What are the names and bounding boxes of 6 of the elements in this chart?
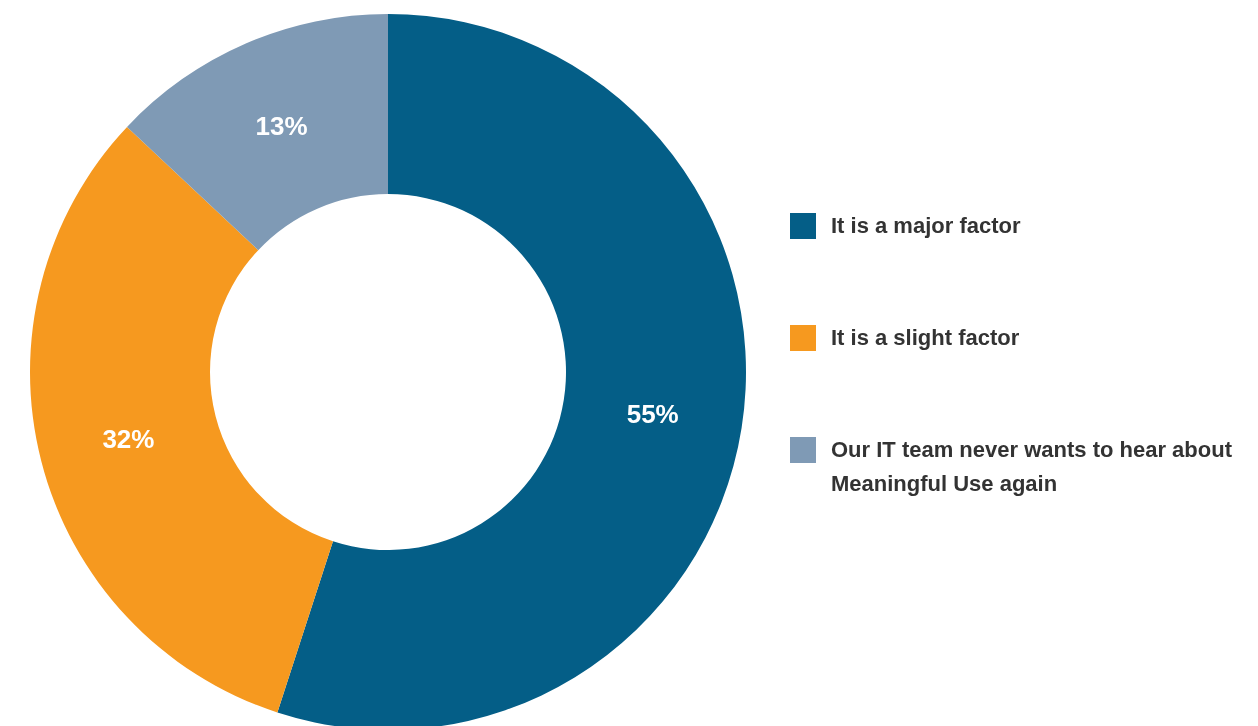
data-label: 32% [102, 423, 155, 454]
legend-label: It is a slight factor [831, 324, 1021, 352]
legend-label: It is a major factor [831, 212, 1022, 240]
legend-label: Our IT team never wants to hear about Meaningful Use again [831, 436, 1233, 498]
data-label: 13% [255, 111, 308, 142]
data-label: 55% [626, 398, 679, 429]
